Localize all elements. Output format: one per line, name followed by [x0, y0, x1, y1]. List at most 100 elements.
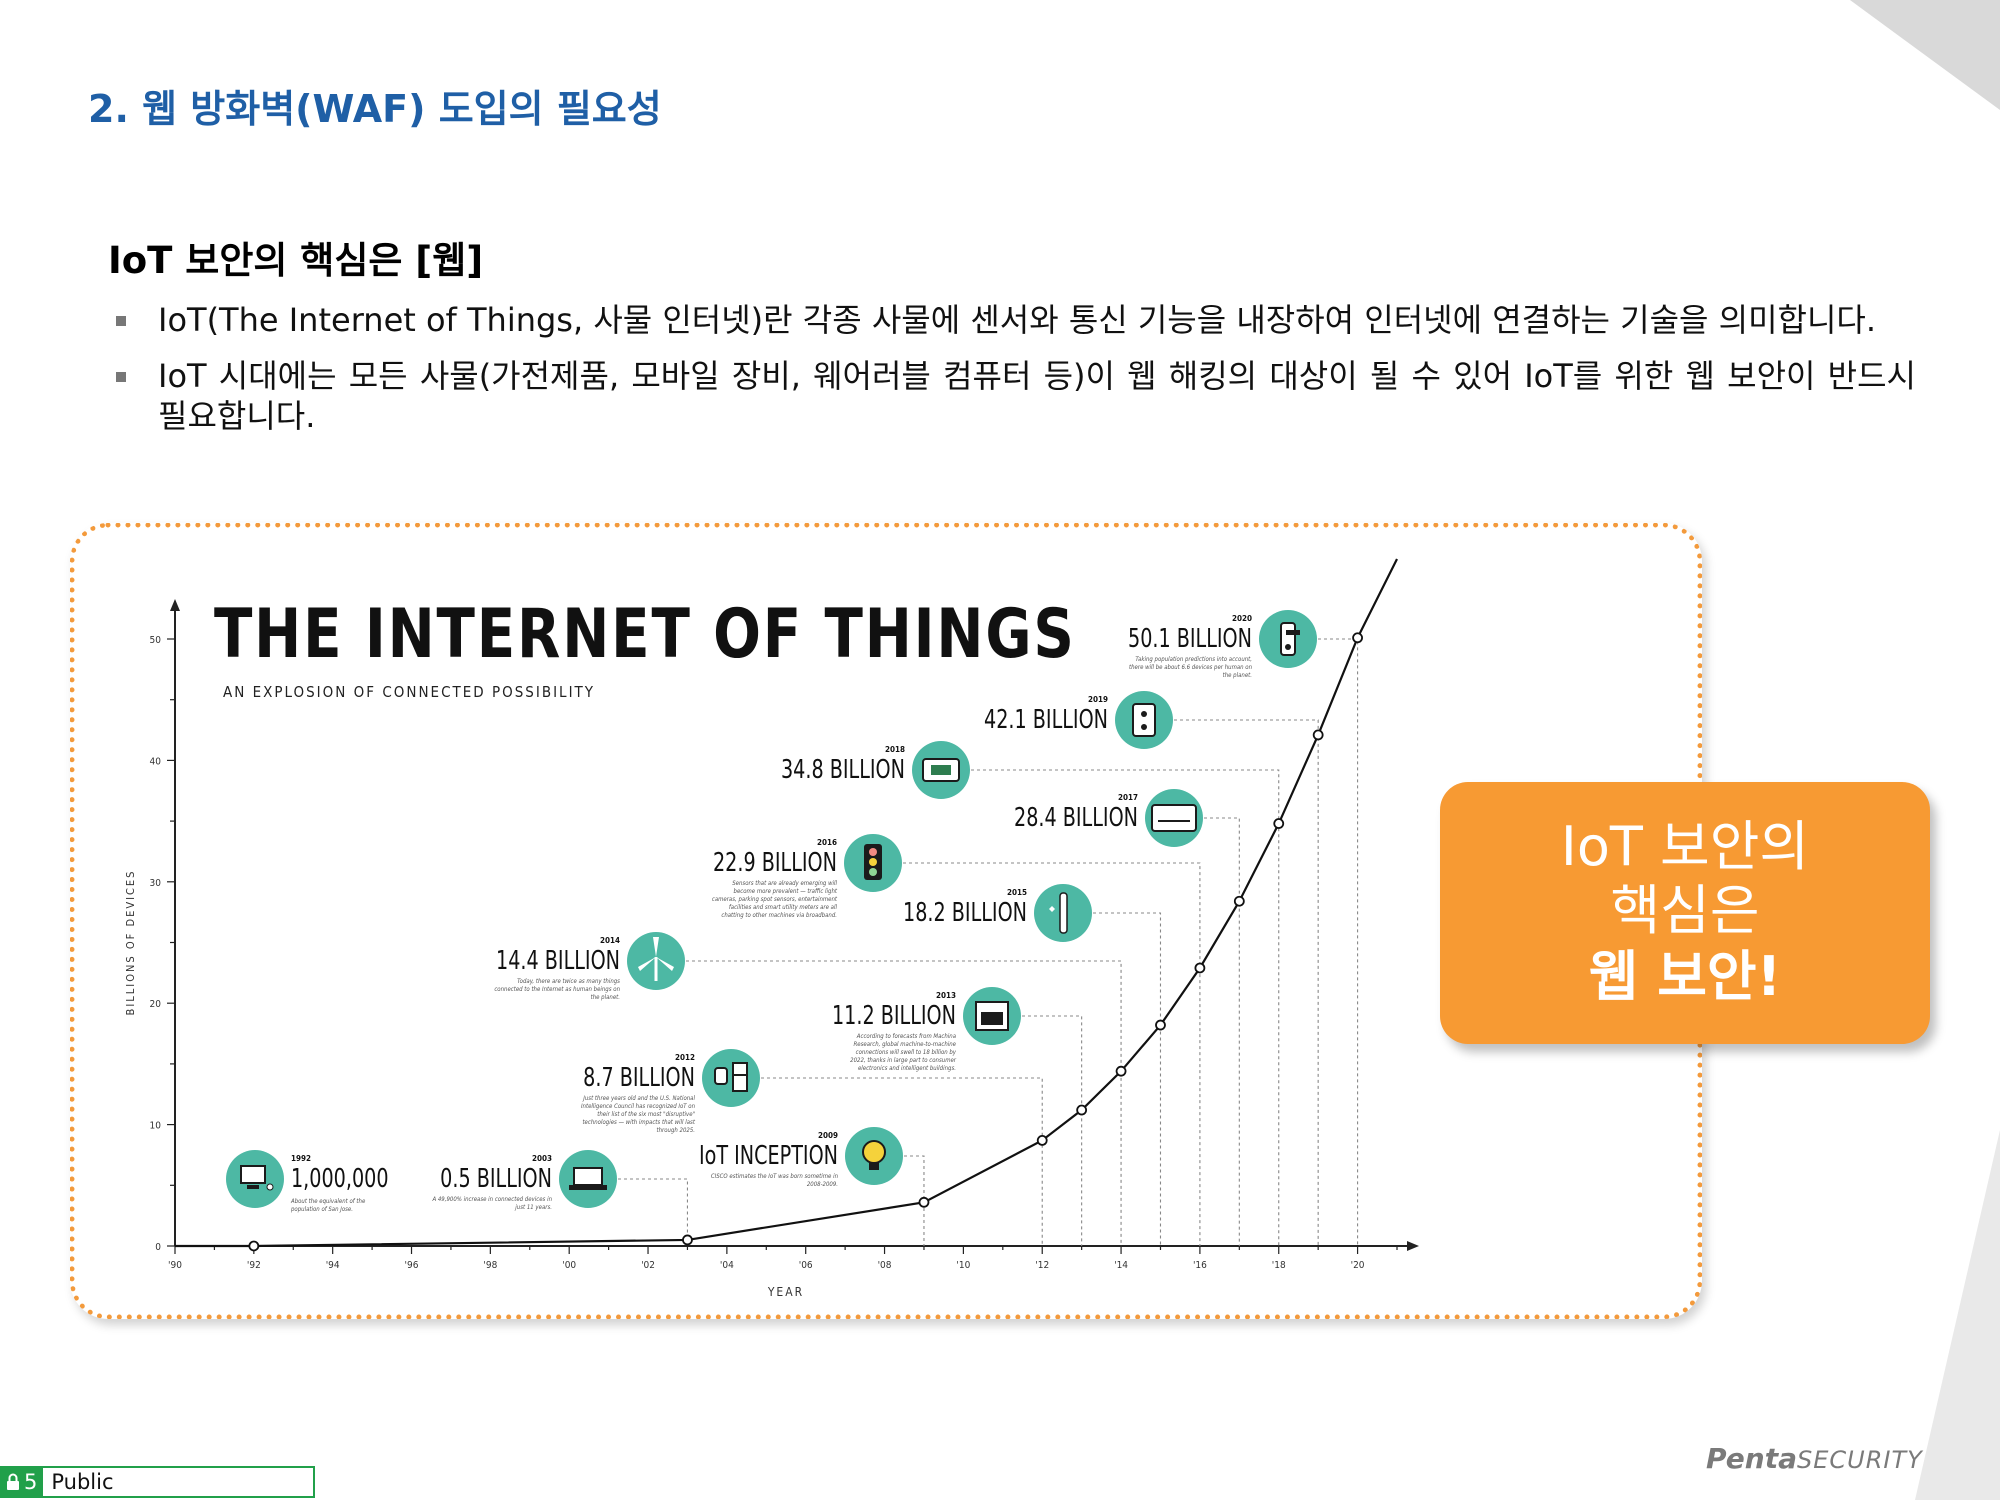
thermostat-icon — [912, 741, 970, 799]
milestone-note: Research, global machine-to-machine — [854, 1041, 957, 1048]
bullet-item: IoT 시대에는 모든 사물(가전제품, 모바일 장비, 웨어러블 컴퓨터 등)… — [116, 356, 1916, 436]
door-lock-icon — [1259, 610, 1317, 668]
milestone-value: 28.4 BILLION — [1014, 802, 1138, 833]
x-tick-label: '08 — [878, 1260, 892, 1271]
x-tick-label: '96 — [405, 1260, 419, 1271]
milestone-year: 1992 — [291, 1154, 311, 1163]
slash-decoration — [1915, 1130, 2000, 1500]
milestone-year: 2003 — [532, 1154, 552, 1163]
data-point — [248, 1240, 260, 1252]
x-tick-label: '16 — [1193, 1260, 1207, 1271]
milestone-note: facilities and smart utility meters are … — [729, 904, 838, 911]
bullet-item: IoT(The Internet of Things, 사물 인터넷)란 각종 … — [116, 300, 1916, 340]
data-point — [1352, 632, 1363, 644]
milestone-year: 2019 — [1088, 695, 1108, 704]
x-tick-label: '94 — [326, 1260, 340, 1271]
turbine-blades — [638, 937, 674, 971]
lock-keyhole — [1285, 644, 1291, 650]
leader-line — [1022, 1015, 1083, 1246]
computer-icon — [226, 1150, 284, 1208]
milestone-year: 2017 — [1118, 793, 1138, 802]
y-tick-label: 20 — [150, 999, 162, 1010]
milestone-note: there will be about 6.6 devices per huma… — [1129, 664, 1253, 671]
milestone-value: 11.2 BILLION — [832, 1000, 956, 1031]
milestone-value: 0.5 BILLION — [440, 1163, 552, 1194]
milestone-note: 2008-2009. — [807, 1181, 838, 1188]
leader-line — [903, 862, 1201, 1246]
milestone-value: 22.9 BILLION — [713, 847, 837, 878]
data-point — [1273, 818, 1285, 829]
milestone-note: through 2025. — [657, 1127, 696, 1134]
x-tick-label: '06 — [799, 1260, 813, 1271]
leader-line — [971, 769, 1280, 1246]
slide-title: 2. 웹 방화벽(WAF) 도입의 필요성 — [88, 87, 662, 131]
x-tick-label: '02 — [641, 1260, 655, 1271]
milestone-value: 18.2 BILLION — [903, 897, 1027, 928]
milestone-year: 2015 — [1007, 888, 1027, 897]
classification-badge: 5 Public — [0, 1466, 316, 1498]
milestone-value: 1,000,000 — [291, 1163, 389, 1194]
lightbulb-icon — [845, 1127, 903, 1185]
milestone-year: 2013 — [936, 991, 956, 1000]
classification-label: Public — [43, 1466, 316, 1498]
light-green — [869, 868, 877, 876]
milestone-note: A 49,900% increase in connected devices … — [431, 1196, 552, 1203]
bullet-list: IoT(The Internet of Things, 사물 인터넷)란 각종 … — [116, 300, 1916, 452]
milestone-year: 2014 — [600, 936, 620, 945]
light-yellow — [869, 858, 877, 866]
series-line — [174, 558, 1398, 1248]
milestone-note: become more prevalent — traffic light — [734, 888, 838, 895]
milestone-note: cameras, parking spot sensors, entertain… — [712, 896, 838, 903]
milestone-value: IoT INCEPTION — [699, 1140, 838, 1171]
watch-fridge-icon-circle — [702, 1049, 760, 1107]
milestone-year: 2020 — [1232, 614, 1252, 623]
y-tick-label: 40 — [150, 756, 162, 767]
computer-mouse — [266, 1183, 274, 1191]
leader-line — [1093, 912, 1162, 1246]
milestone-note: the planet. — [1223, 672, 1252, 679]
leader-line — [1318, 638, 1359, 1246]
x-axis-label: YEAR — [767, 1285, 804, 1299]
laptop-screen — [573, 1167, 603, 1186]
milestone-note: CISCO estimates the IoT was born sometim… — [711, 1173, 839, 1180]
leader-line — [1204, 817, 1240, 1246]
x-tick-label: '14 — [1114, 1260, 1128, 1271]
data-point — [1312, 729, 1324, 741]
milestone-note: connected to the Internet as human being… — [494, 986, 620, 993]
y-tick-label: 50 — [150, 635, 162, 646]
page-number: 5 — [24, 1470, 38, 1494]
milestone-note: technologies — with impacts that will la… — [582, 1119, 695, 1126]
laptop-icon — [559, 1150, 617, 1208]
y-tick-label: 30 — [150, 878, 162, 889]
oven-icon — [963, 987, 1021, 1045]
milestone-year: 2012 — [675, 1053, 695, 1062]
data-point — [1155, 1019, 1166, 1031]
data-point — [1233, 895, 1245, 907]
milestone-value: 50.1 BILLION — [1128, 623, 1252, 654]
socket-bottom — [1141, 724, 1147, 730]
thermostat-display — [931, 765, 951, 775]
outlet-plate — [1132, 703, 1156, 737]
data-point — [1115, 1065, 1127, 1077]
milestone-note: population of San Jose. — [290, 1206, 353, 1213]
callout-box: IoT 보안의 핵심은 웹 보안! — [1440, 782, 1930, 1044]
laptop-base — [569, 1185, 607, 1190]
milestone-value: 14.4 BILLION — [496, 945, 620, 976]
light-red — [869, 848, 877, 856]
lock-handle — [1286, 630, 1300, 635]
x-tick-label: '98 — [483, 1260, 497, 1271]
milestone-value: 42.1 BILLION — [984, 704, 1108, 735]
x-tick-label: '92 — [247, 1260, 261, 1271]
bulb-glass — [862, 1140, 886, 1164]
data-point — [918, 1196, 930, 1208]
fridge-body — [732, 1062, 748, 1092]
milestone-note: their list of the six most "disruptive" — [597, 1111, 695, 1118]
milestone-value: 34.8 BILLION — [781, 754, 905, 785]
milestone-value: 8.7 BILLION — [583, 1062, 695, 1093]
traffic-light-icon — [844, 834, 902, 892]
computer-stand — [247, 1185, 259, 1189]
bulb-base — [869, 1163, 879, 1170]
data-point — [1076, 1104, 1088, 1116]
section-heading: IoT 보안의 핵심은 [웹] — [108, 239, 484, 282]
oven-window — [981, 1012, 1003, 1025]
